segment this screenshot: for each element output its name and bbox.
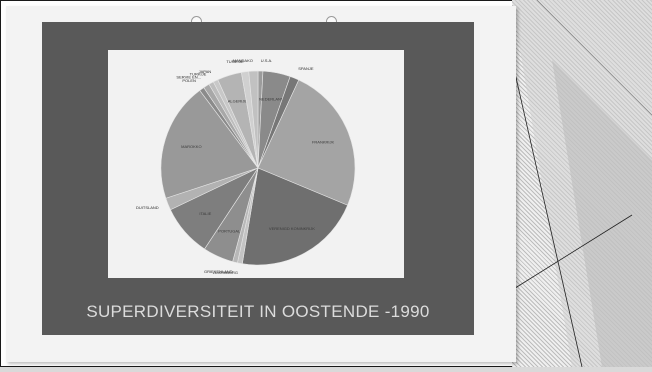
decorative-lines	[511, 0, 652, 368]
pie-label: MANDAKO	[233, 58, 253, 63]
pie-label: SERVIE EN...	[176, 74, 201, 79]
pie-label: LUXEMBURG	[213, 270, 238, 275]
pie-label: FRANKRIJK	[312, 140, 335, 145]
pie-slice-marokko	[160, 90, 259, 199]
pie-slice-frankrijk	[257, 79, 356, 206]
pie-label: DUITSLAND	[136, 205, 159, 210]
pie-chart-panel: U.S.A. NEDERLAND SPANJE FRANKRIJK VERENIGD K…	[108, 50, 404, 278]
pie-label: TUNESIE	[226, 59, 244, 64]
decorative-pattern	[511, 0, 652, 368]
pie-label: MAROKKO	[181, 144, 201, 149]
pie-slice-mandako	[248, 70, 259, 169]
pie-label: ITALIE	[199, 211, 211, 216]
pie-label: VERENIGD KONINKRIJK	[269, 226, 315, 231]
slide-title: SUPERDIVERSITEIT IN OOSTENDE -1990	[86, 302, 430, 321]
pie-label: GRIEKENLAND	[204, 269, 233, 274]
pie-label: JAPAN	[199, 69, 212, 74]
pie-label: ALGERIJE	[228, 98, 248, 103]
pie-slice-verenigd-koninkrijk	[241, 167, 348, 266]
pie-label: SPANJE	[298, 66, 314, 71]
pie-label: TURKIJE	[190, 71, 207, 76]
pie-chart: U.S.A. NEDERLAND SPANJE FRANKRIJK VERENIGD K…	[136, 58, 356, 275]
pie-label: U.S.A.	[261, 58, 273, 63]
pie-label: NEDERLAND	[259, 97, 284, 102]
pie-label: POLEN	[182, 78, 196, 83]
pie-label: PORTUGAL	[218, 229, 241, 234]
